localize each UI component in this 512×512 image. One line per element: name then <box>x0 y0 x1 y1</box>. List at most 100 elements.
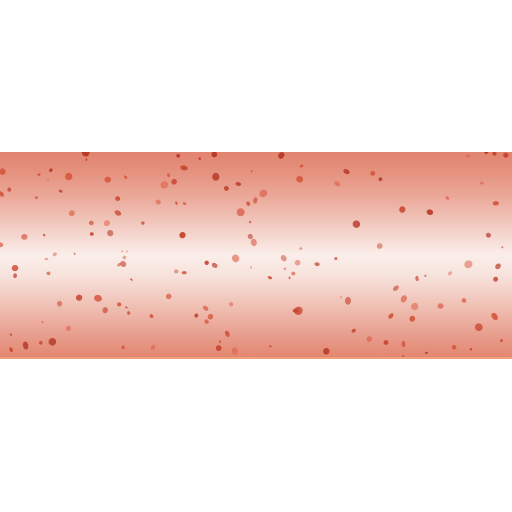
speckle <box>294 259 301 266</box>
speckle <box>445 196 450 200</box>
speckle <box>334 181 341 187</box>
speckle <box>127 311 131 315</box>
speckle <box>296 175 304 183</box>
speckle <box>461 298 467 303</box>
speckle <box>115 196 121 202</box>
speckle <box>41 321 44 324</box>
speckle <box>56 300 63 307</box>
speckle <box>340 296 342 299</box>
speckle <box>123 175 128 179</box>
speckle <box>120 261 127 267</box>
speckle <box>43 233 46 237</box>
speckle <box>46 271 51 276</box>
speckle <box>299 247 303 251</box>
speckle <box>117 302 122 307</box>
speckle <box>278 152 285 159</box>
speckle <box>0 191 4 197</box>
speckle <box>409 315 416 322</box>
speckle <box>179 232 186 239</box>
speckle <box>175 201 178 205</box>
speckle <box>495 263 501 270</box>
speckle <box>424 351 429 354</box>
speckle <box>21 233 28 240</box>
speckle <box>85 158 88 161</box>
speckle <box>351 328 356 333</box>
speckle <box>7 187 12 192</box>
speckle <box>343 169 350 175</box>
speckle <box>211 152 218 158</box>
speckle <box>52 252 57 257</box>
speckle <box>493 276 499 282</box>
speckle <box>174 269 179 274</box>
speckled-texture-band <box>0 152 512 358</box>
speckle <box>479 181 484 185</box>
speckle <box>323 347 330 355</box>
speckle <box>176 153 181 158</box>
speckle <box>198 157 202 161</box>
speckle <box>267 276 272 280</box>
speckle <box>211 262 218 268</box>
speckle <box>141 221 145 225</box>
speckle <box>0 168 6 175</box>
speckle <box>401 340 406 348</box>
speckle <box>13 273 18 279</box>
speckle <box>250 238 257 247</box>
speckle <box>160 181 169 189</box>
speckle <box>246 201 251 206</box>
speckle <box>376 243 383 249</box>
speckle <box>68 210 75 217</box>
speckle <box>9 333 13 336</box>
speckle <box>291 271 296 276</box>
speckle <box>9 347 13 353</box>
speckle <box>400 295 407 303</box>
speckle <box>122 255 127 260</box>
speckle <box>250 170 253 173</box>
speckle <box>88 220 94 226</box>
speckle <box>437 303 444 309</box>
speckle <box>22 341 29 350</box>
speckle <box>235 182 242 186</box>
speckle <box>269 345 272 348</box>
speckle <box>492 152 497 156</box>
speckle <box>469 348 473 351</box>
speckle <box>415 275 419 282</box>
speckle <box>49 168 53 173</box>
speckle <box>501 246 504 249</box>
speckle-layer <box>0 152 509 358</box>
speckle <box>250 266 253 269</box>
speckle <box>107 229 114 237</box>
speckle <box>292 308 299 313</box>
speckle <box>500 339 503 342</box>
speckle <box>194 313 199 318</box>
speckle <box>224 330 230 337</box>
speckle <box>236 208 245 217</box>
speckle <box>117 262 121 267</box>
speckle <box>0 242 4 248</box>
speckle <box>65 325 72 331</box>
speckle <box>253 197 258 204</box>
speckle <box>426 209 434 216</box>
speckle <box>121 250 124 253</box>
speckle <box>344 296 352 305</box>
speckle <box>447 271 453 276</box>
speckle <box>464 260 473 269</box>
speckle <box>48 338 57 346</box>
speckle <box>114 210 122 216</box>
speckle <box>215 345 222 352</box>
speckle <box>126 250 128 253</box>
speckle <box>181 271 187 275</box>
speckle <box>94 294 102 302</box>
speckle <box>393 285 399 291</box>
speckle <box>231 347 238 355</box>
speckle <box>223 185 229 191</box>
speckle <box>503 152 509 158</box>
speckle <box>299 164 304 168</box>
speckle <box>121 345 125 350</box>
speckle <box>104 176 112 183</box>
speckle <box>47 178 50 181</box>
speckle <box>39 341 43 345</box>
speckle <box>485 232 491 238</box>
speckle <box>451 344 457 350</box>
speckle <box>58 189 63 193</box>
